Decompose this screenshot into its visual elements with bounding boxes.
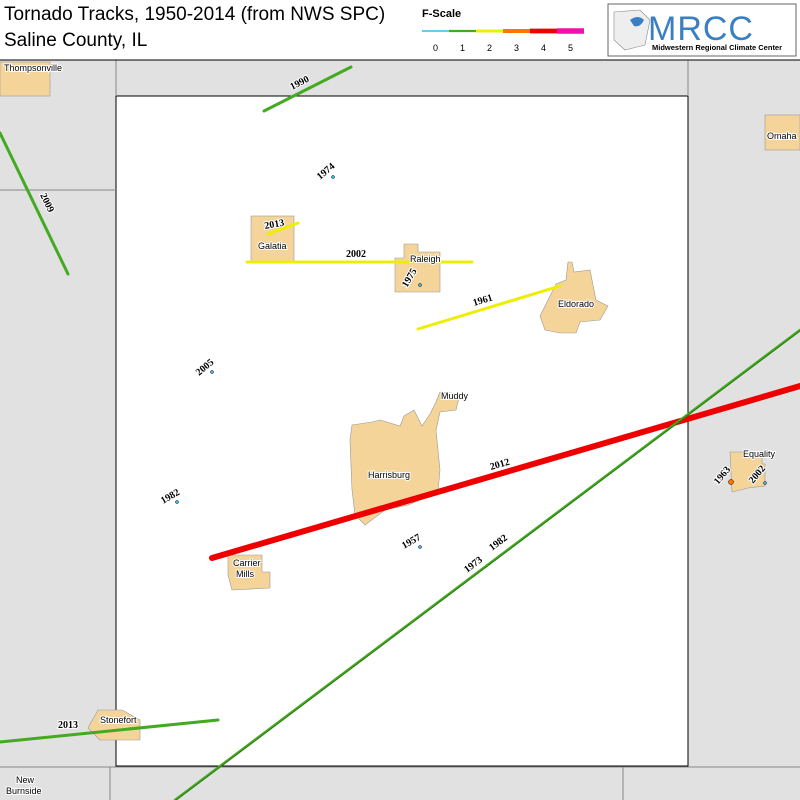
track-2013 bbox=[0, 718, 220, 744]
label-carrier-mills: Carrier Mills bbox=[233, 558, 261, 579]
legend-label-5: 5 bbox=[568, 43, 573, 53]
track-1982 bbox=[175, 330, 800, 800]
track-2009 bbox=[0, 131, 70, 276]
label-raleigh: Raleigh bbox=[410, 254, 441, 264]
mrcc-logo: MRCC Midwestern Regional Climate Center bbox=[607, 3, 797, 57]
map-subtitle: Saline County, IL bbox=[4, 30, 148, 51]
logo-subtitle: Midwestern Regional Climate Center bbox=[652, 43, 782, 52]
track-1973 bbox=[173, 328, 800, 800]
label-stonefort: Stonefort bbox=[100, 715, 137, 725]
track-2013 bbox=[266, 221, 300, 236]
county-boundaries bbox=[0, 59, 800, 800]
tracks bbox=[0, 65, 800, 800]
legend-label-4: 4 bbox=[541, 43, 546, 53]
town-equality-area bbox=[729, 451, 766, 493]
town-omaha-area bbox=[764, 114, 800, 151]
legend-label-2: 2 bbox=[487, 43, 492, 53]
town-labels: Thompsonville Galatia Raleigh Eldorado M… bbox=[3, 62, 798, 797]
legend: F-Scale 0 1 2 3 4 5 bbox=[422, 8, 584, 53]
point-2005 bbox=[210, 370, 214, 374]
point-1975 bbox=[418, 283, 422, 287]
track-1961 bbox=[416, 284, 562, 331]
legend-label-3: 3 bbox=[514, 43, 519, 53]
point-2002 bbox=[763, 481, 767, 485]
track-2012 bbox=[209, 383, 800, 561]
town-thompsonville-area bbox=[0, 61, 51, 97]
label-muddy: Muddy bbox=[441, 391, 469, 401]
year-label-2002: 2002 bbox=[346, 249, 366, 260]
great-lakes-icon bbox=[630, 17, 644, 27]
town-carrier-mills-area bbox=[227, 554, 271, 591]
legend-label-0: 0 bbox=[433, 43, 438, 53]
town-eldorado-area bbox=[539, 261, 609, 334]
towns bbox=[0, 61, 800, 741]
label-harrisburg: Harrisburg bbox=[368, 470, 410, 480]
point-1963 bbox=[728, 479, 734, 485]
label-new-burnside: New Burnside bbox=[6, 775, 42, 796]
legend-label-1: 1 bbox=[460, 43, 465, 53]
point-1982 bbox=[175, 500, 179, 504]
label-thompsonville: Thompsonville bbox=[4, 63, 62, 73]
label-omaha: Omaha bbox=[767, 131, 797, 141]
midwest-map-icon bbox=[613, 9, 651, 51]
year-label-2013-galatia: 2013 bbox=[264, 218, 286, 232]
label-equality: Equality bbox=[743, 449, 776, 459]
town-raleigh-area bbox=[394, 243, 441, 293]
label-galatia: Galatia bbox=[258, 241, 287, 251]
track-1990 bbox=[262, 65, 353, 113]
label-eldorado: Eldorado bbox=[558, 299, 594, 309]
town-galatia-area bbox=[250, 215, 295, 263]
point-1974 bbox=[331, 175, 335, 179]
legend-title: F-Scale bbox=[422, 8, 461, 20]
point-markers bbox=[175, 175, 767, 549]
map-title: Tornado Tracks, 1950-2014 (from NWS SPC) bbox=[4, 4, 386, 25]
year-label-2013-stonefort: 2013 bbox=[58, 720, 78, 731]
point-1957 bbox=[418, 545, 422, 549]
logo-text: MRCC bbox=[648, 10, 754, 48]
